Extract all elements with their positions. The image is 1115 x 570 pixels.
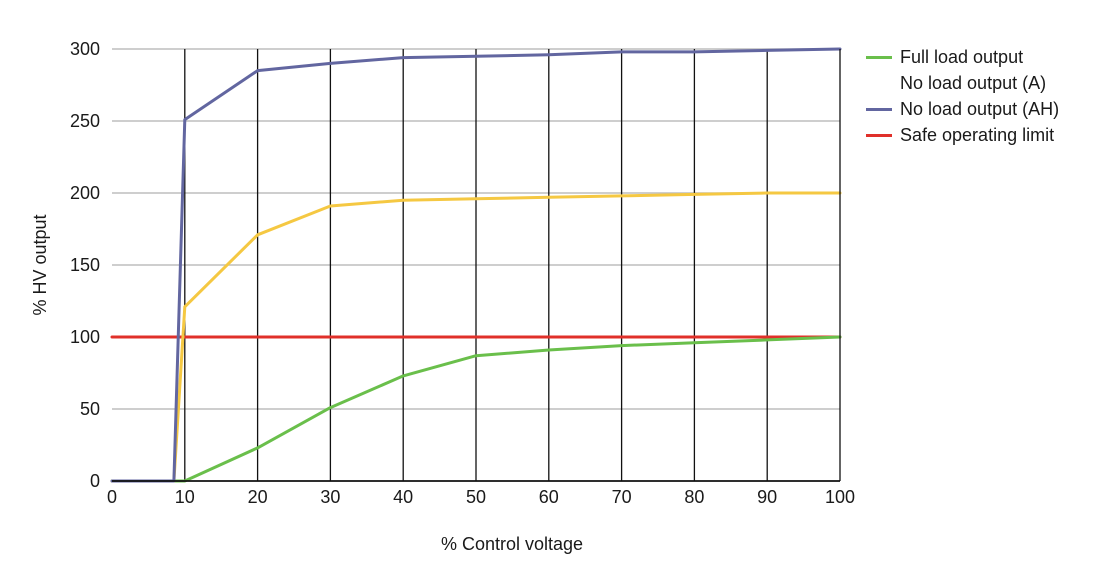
x-tick-labels: 0 10 20 30 40 50 60 70 80 90 100 <box>107 487 855 507</box>
legend-label: Safe operating limit <box>900 124 1055 145</box>
legend-label: No load output (A) <box>900 72 1047 93</box>
x-tick-label: 100 <box>825 487 855 507</box>
legend: Full load output No load output (A) No loa… <box>866 44 1059 148</box>
vertical-gridlines <box>184 49 768 481</box>
legend-item: Safe operating limit <box>866 122 1059 148</box>
y-tick-label: 150 <box>70 255 100 275</box>
y-tick-label: 100 <box>70 327 100 347</box>
y-axis-title: % HV output <box>30 214 50 315</box>
legend-swatch <box>866 133 892 137</box>
legend-label: Full load output <box>900 46 1024 67</box>
legend-swatch <box>866 107 892 111</box>
x-tick-label: 10 <box>175 487 195 507</box>
y-tick-label: 0 <box>90 471 100 491</box>
x-tick-label: 20 <box>248 487 268 507</box>
legend-label: No load output (AH) <box>900 98 1060 119</box>
x-tick-label: 90 <box>757 487 777 507</box>
legend-swatch <box>866 82 892 85</box>
legend-swatch <box>866 55 892 59</box>
y-tick-label: 50 <box>80 399 100 419</box>
legend-item: No load output (A) <box>866 70 1059 96</box>
y-tick-labels: 0 50 100 150 200 250 300 <box>70 39 100 491</box>
x-axis-title: % Control voltage <box>441 534 583 554</box>
axes <box>112 49 841 482</box>
x-tick-label: 40 <box>393 487 413 507</box>
series-line-no-load-output-ah <box>110 47 842 483</box>
x-tick-label: 80 <box>684 487 704 507</box>
x-tick-label: 0 <box>107 487 117 507</box>
legend-item: No load output (AH) <box>866 96 1059 122</box>
x-tick-label: 50 <box>466 487 486 507</box>
x-tick-label: 60 <box>539 487 559 507</box>
x-tick-label: 70 <box>612 487 632 507</box>
y-tick-label: 250 <box>70 111 100 131</box>
y-tick-label: 300 <box>70 39 100 59</box>
x-tick-label: 30 <box>320 487 340 507</box>
series-line-no-load-output-a <box>110 191 842 483</box>
y-tick-label: 200 <box>70 183 100 203</box>
legend-item: Full load output <box>866 44 1059 70</box>
